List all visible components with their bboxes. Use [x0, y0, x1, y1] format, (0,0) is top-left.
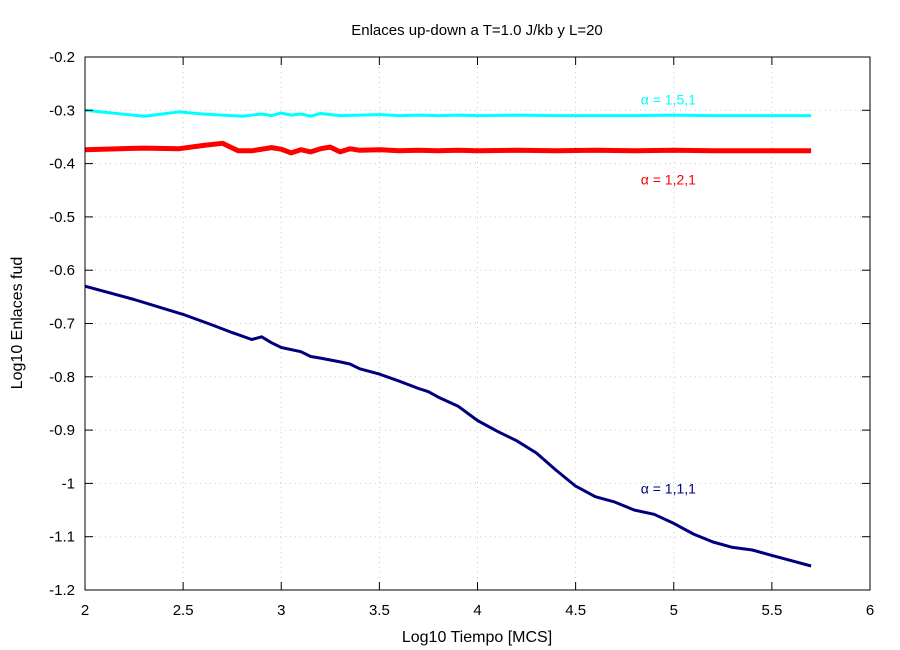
y-tick-label: -0.7	[49, 316, 75, 333]
y-tick-label: -0.5	[49, 209, 75, 226]
series-label-2: α = 1,2,1	[641, 172, 696, 188]
x-axis-label: Log10 Tiempo [MCS]	[402, 629, 552, 646]
y-tick-label: -1.1	[49, 529, 75, 546]
y-tick-label: -0.9	[49, 422, 75, 439]
y-tick-label: -0.4	[49, 156, 75, 173]
series-line-2	[84, 140, 812, 156]
x-tick-label: 3.5	[369, 602, 390, 619]
series-line-1	[84, 108, 812, 118]
chart-title: Enlaces up-down a T=1.0 J/kb y L=20	[351, 22, 603, 39]
x-tick-label: 5.5	[761, 602, 782, 619]
x-tick-label: 2.5	[173, 602, 194, 619]
x-tick-label: 6	[866, 602, 874, 619]
y-tick-label: -1.2	[49, 582, 75, 599]
x-tick-label: 4.5	[565, 602, 586, 619]
y-tick-label: -0.2	[49, 49, 75, 66]
x-tick-label: 2	[81, 602, 89, 619]
series-group: α = 1,5,1 α = 1,2,1 α = 1,1,1	[84, 92, 812, 568]
y-tick-label: -0.6	[49, 262, 75, 279]
grid-lines	[85, 57, 870, 590]
x-tick-label: 5	[670, 602, 678, 619]
series-label-3: α = 1,1,1	[641, 481, 696, 497]
series-label-1: α = 1,5,1	[641, 92, 696, 108]
x-tick-label: 4	[473, 602, 481, 619]
y-tick-label: -1	[62, 475, 75, 492]
y-tick-label: -0.3	[49, 102, 75, 119]
series-line-3	[84, 284, 812, 568]
y-axis-label: Log10 Enlaces fud	[9, 257, 26, 390]
x-tick-label: 3	[277, 602, 285, 619]
axis-ticks: 2 2.5 3 3.5 4 4.5 5 5.5 6 -0.2 -0.3 -0.4 -0.5 -0.6 -0.…	[49, 49, 874, 619]
y-tick-label: -0.8	[49, 369, 75, 386]
